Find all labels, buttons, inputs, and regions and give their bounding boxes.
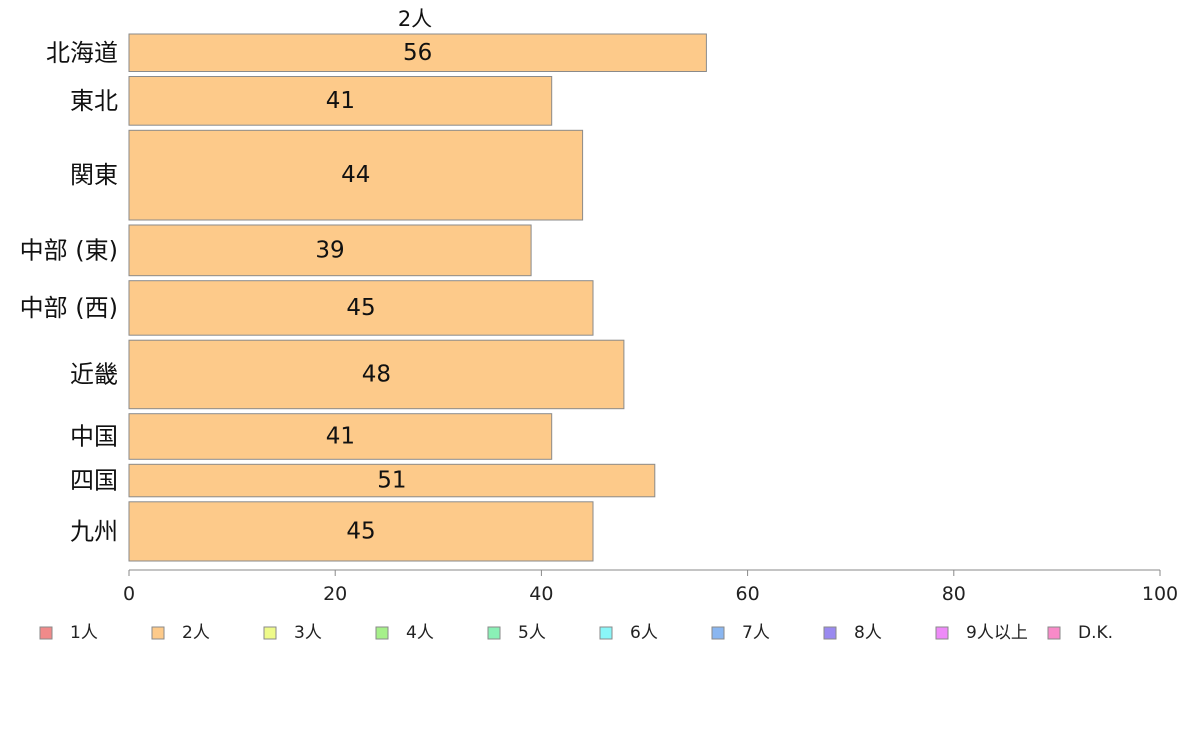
bar <box>128 339 625 410</box>
legend-label: 1人 <box>70 623 98 643</box>
x-tick-label: 0 <box>123 583 135 605</box>
legend-label: 9人以上 <box>966 623 1028 643</box>
x-tick-label: 100 <box>1142 583 1178 605</box>
legend-label: 5人 <box>518 623 546 643</box>
bar-value-label: 45 <box>346 295 375 321</box>
category-label: 中国 <box>70 423 118 451</box>
bar-value-label: 45 <box>346 518 375 544</box>
category-label: 四国 <box>70 467 118 495</box>
category-label: 近畿 <box>70 360 118 388</box>
legend-swatch <box>487 626 501 640</box>
legend-swatch <box>263 626 277 640</box>
bar <box>128 224 532 277</box>
bar-value-label: 39 <box>315 237 344 263</box>
bar-value-label: 51 <box>377 468 406 494</box>
legend-label: 4人 <box>406 623 434 643</box>
bar-value-label: 56 <box>403 40 432 66</box>
bars-layer: 56 北海道 41 東北 44 関東 39 中部 (東) 45 中部 (西) 48 近畿 41 中国 51 四… <box>20 33 707 562</box>
x-tick-label: 60 <box>736 583 760 605</box>
legend-swatch <box>1047 626 1061 640</box>
x-tick-label: 40 <box>529 583 553 605</box>
x-axis: 0 20 40 60 80 100 <box>123 569 1178 605</box>
legend-swatch <box>39 626 53 640</box>
bar <box>128 280 594 336</box>
bar-value-label: 48 <box>362 361 391 387</box>
legend-swatch <box>935 626 949 640</box>
x-tick-label: 80 <box>942 583 966 605</box>
legend-label: 2人 <box>182 623 210 643</box>
legend-swatch <box>375 626 389 640</box>
legend-label: 3人 <box>294 623 322 643</box>
category-label: 東北 <box>70 87 118 115</box>
legend-label: 7人 <box>742 623 770 643</box>
bar <box>128 129 584 221</box>
bar-value-label: 44 <box>341 162 370 188</box>
category-label: 九州 <box>70 517 118 545</box>
category-label: 関東 <box>70 161 118 189</box>
bar-value-label: 41 <box>326 424 355 450</box>
bar <box>128 463 656 498</box>
category-label: 中部 (東) <box>20 236 118 264</box>
category-label: 北海道 <box>46 39 118 67</box>
bar <box>128 413 553 460</box>
legend-swatch <box>823 626 837 640</box>
category-label: 中部 (西) <box>20 294 118 322</box>
bar <box>128 33 707 72</box>
bar <box>128 76 553 126</box>
bar <box>128 501 594 562</box>
x-tick-label: 20 <box>323 583 347 605</box>
legend: 1人 2人 3人 4人 5人 6人 7人 8人 9人以上 D.K. <box>39 623 1113 643</box>
legend-label: 8人 <box>854 623 882 643</box>
legend-label: 6人 <box>630 623 658 643</box>
chart-title: 2人 <box>398 7 432 31</box>
bar-value-label: 41 <box>326 88 355 114</box>
legend-swatch <box>711 626 725 640</box>
legend-swatch <box>599 626 613 640</box>
legend-label: D.K. <box>1078 623 1113 643</box>
legend-swatch <box>151 626 165 640</box>
